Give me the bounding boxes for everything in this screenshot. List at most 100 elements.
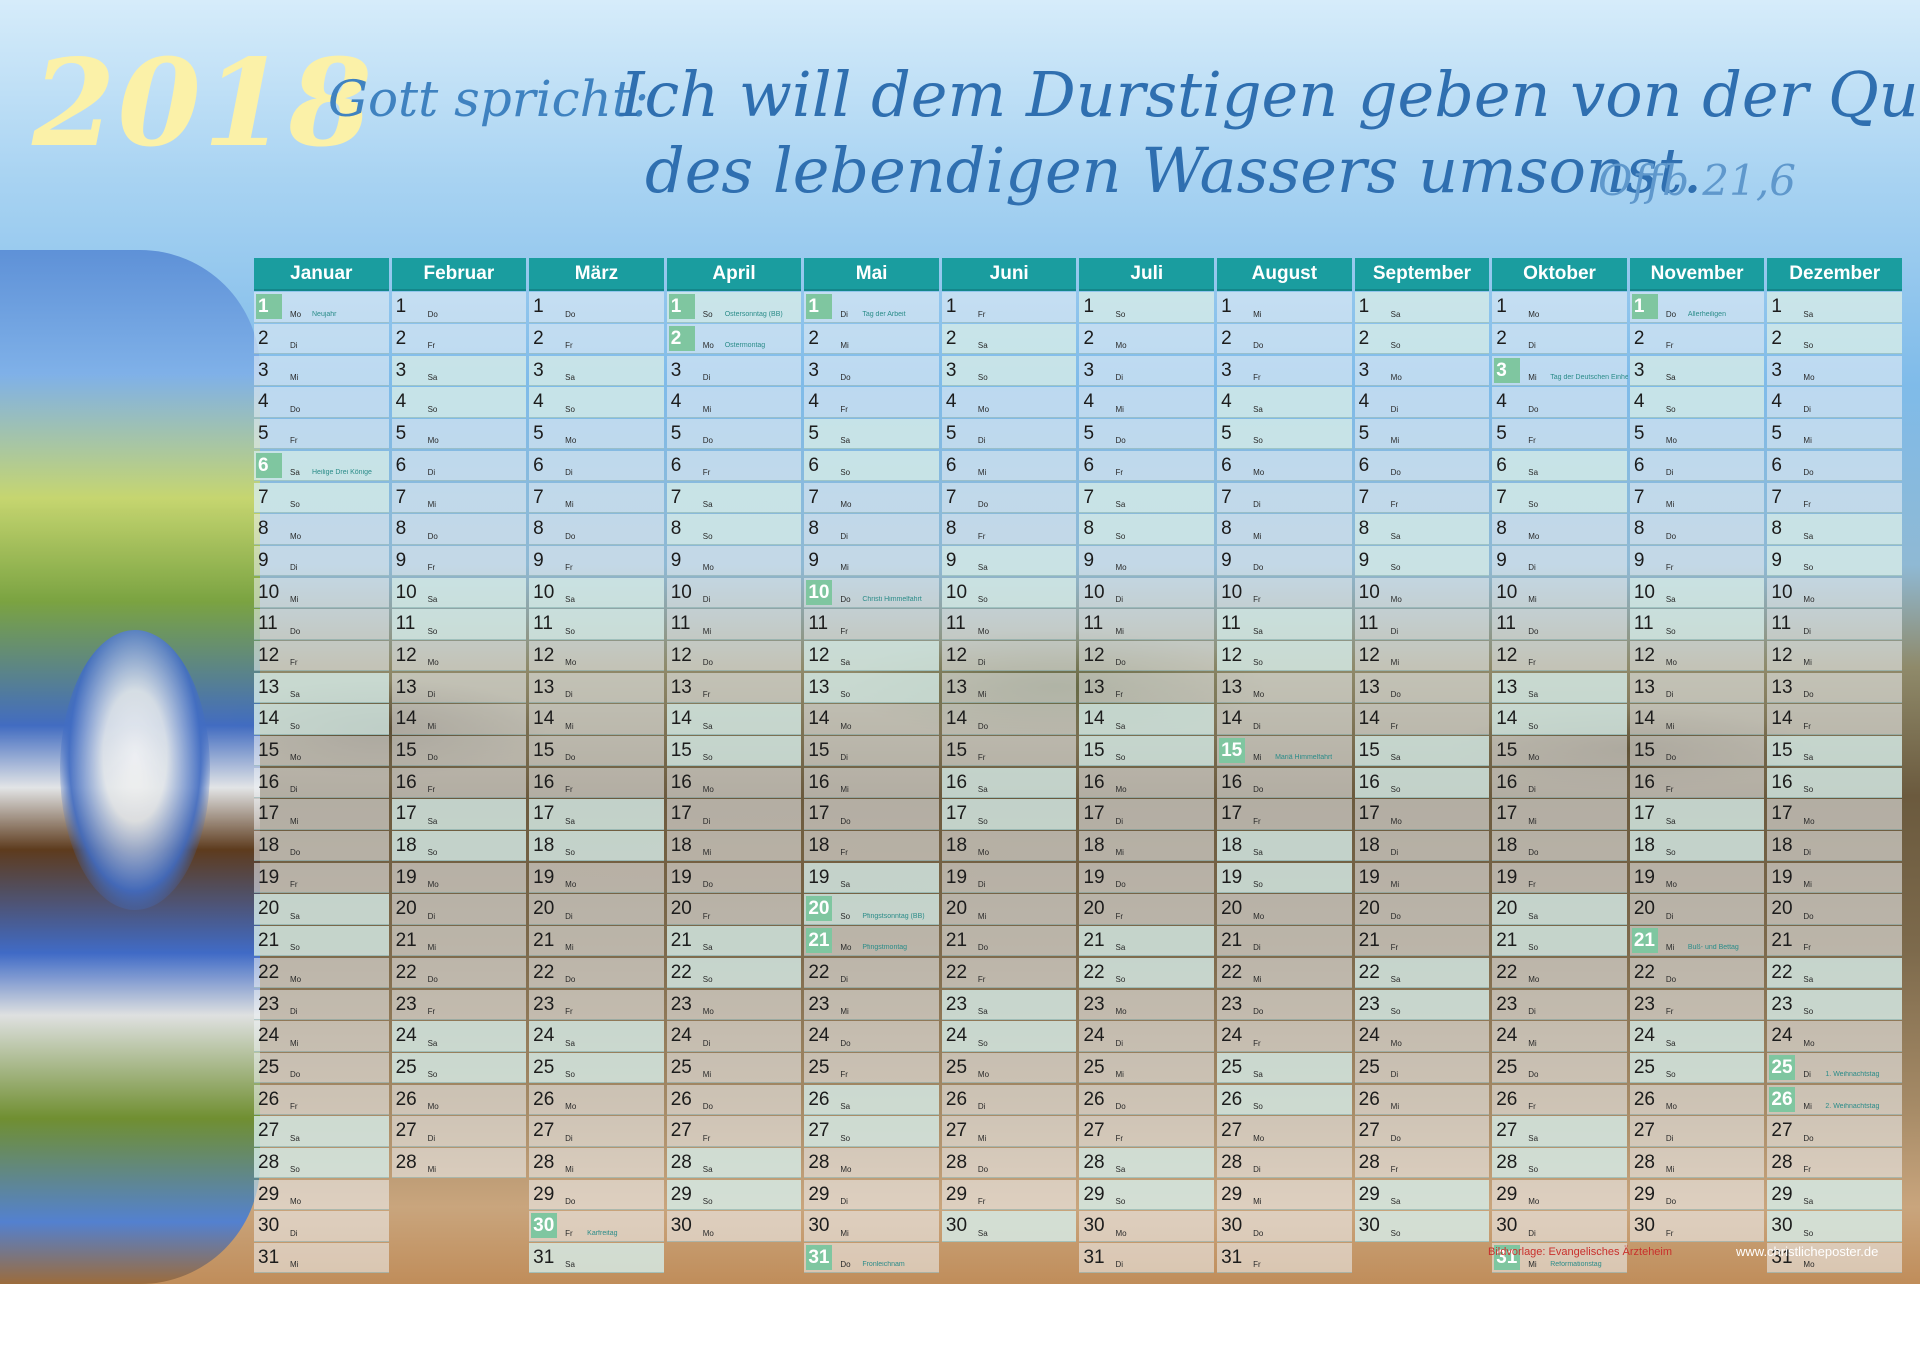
day-number: 15 xyxy=(1771,740,1793,762)
day-number: 5 xyxy=(1771,423,1782,445)
day-cell: 18 So xyxy=(529,831,664,862)
weekday-label: Fr xyxy=(1253,816,1261,826)
weekday-label: Sa xyxy=(290,1133,300,1143)
day-cell: 5 Mo xyxy=(529,419,664,450)
day-number: 8 xyxy=(1771,518,1782,540)
day-cell: 29 Mi xyxy=(1217,1179,1352,1210)
day-cell: 24 Mo xyxy=(1354,1021,1490,1052)
weekday-label: Sa xyxy=(290,911,300,921)
day-number: 18 xyxy=(258,835,280,857)
holiday-label: Christi Himmelfahrt xyxy=(862,595,922,603)
day-number: 12 xyxy=(1221,644,1243,666)
day-cell: 5 Do xyxy=(666,419,802,450)
weekday-label: Di xyxy=(565,689,573,699)
day-cell: 18 Fr xyxy=(804,831,939,862)
month-header: September xyxy=(1354,258,1490,291)
weekday-label: Sa xyxy=(1253,1070,1263,1080)
weekday-label: Fr xyxy=(1390,1165,1399,1175)
day-cell: 12 Mi xyxy=(1354,640,1490,672)
day-number: 19 xyxy=(808,866,830,888)
day-cell: 27 Fr xyxy=(666,1116,802,1147)
weekday-label: Mi xyxy=(1115,404,1124,414)
day-number: 23 xyxy=(1083,993,1105,1015)
weekday-label: Di xyxy=(565,468,573,478)
weekday-label: Di xyxy=(977,1101,986,1111)
day-cell: 8 Do xyxy=(529,514,664,545)
day-cell: 2 So xyxy=(1767,324,1902,355)
day-number: 6 xyxy=(808,454,819,476)
weekday-label: Mi xyxy=(427,943,437,953)
day-number: 20 xyxy=(395,898,417,920)
day-number: 5 xyxy=(1496,423,1507,445)
day-cell: 17 Mo xyxy=(1354,799,1490,830)
day-number: 19 xyxy=(945,866,968,888)
day-cell: 8 Do xyxy=(391,514,527,545)
day-cell: 15 Mo xyxy=(254,736,389,767)
day-cell: 6 Di xyxy=(391,450,527,482)
day-number: 24 xyxy=(1358,1025,1380,1047)
day-cell: 31 Do Fronleichnam xyxy=(804,1243,939,1274)
day-cell: 10 So xyxy=(941,577,1077,608)
day-number: 12 xyxy=(1633,644,1655,666)
day-cell: 20 Do xyxy=(1767,894,1902,925)
weekday-label: Fr xyxy=(702,689,711,699)
day-number: 31 xyxy=(1221,1247,1243,1269)
day-number: 16 xyxy=(808,771,830,793)
day-cell: 31 Sa xyxy=(529,1243,664,1274)
day-cell: 5 Mo xyxy=(391,419,527,450)
day-cell: 12 So xyxy=(1217,640,1352,672)
day-number: 26 xyxy=(945,1088,968,1110)
day-number: 26 xyxy=(1496,1088,1518,1110)
weekday-label: So xyxy=(1115,531,1126,541)
weekday-label: Fr xyxy=(840,626,848,636)
weekday-label: Mo xyxy=(840,721,852,731)
weekday-label: Do xyxy=(1253,785,1264,794)
day-number: 21 xyxy=(1631,928,1658,954)
day-number: 20 xyxy=(1771,898,1793,920)
weekday-label: Mo xyxy=(565,436,577,446)
day-number: 9 xyxy=(1771,549,1782,571)
day-number: 17 xyxy=(258,803,280,825)
day-number: 13 xyxy=(258,676,280,698)
day-number: 6 xyxy=(533,454,544,476)
weekday-label: Do xyxy=(977,1165,989,1175)
weekday-label: Di xyxy=(1115,816,1124,826)
day-number: 18 xyxy=(533,835,555,857)
day-number: 12 xyxy=(945,644,968,666)
weekday-label: Mo xyxy=(565,880,577,890)
weekday-label: So xyxy=(702,531,713,541)
day-number: 4 xyxy=(1358,391,1370,413)
weekday-label: Sa xyxy=(1528,468,1539,478)
weekday-label: Mo xyxy=(1390,1038,1402,1048)
weekday-label: Di xyxy=(1803,404,1811,414)
day-cell: 22 Do xyxy=(1629,957,1765,989)
day-cell: 28 Mi xyxy=(1629,1147,1765,1179)
day-number: 13 xyxy=(1083,676,1105,698)
month-column: Juni 1 Fr 2 Sa 3 So 4 Mo 5 Di 6 Mi 7 Do 8 Fr 9 Sa 10 So 11 Mo 1… xyxy=(941,258,1077,1273)
day-cell: 29 Sa xyxy=(1767,1179,1902,1210)
day-cell: 28 Di xyxy=(1217,1147,1352,1179)
weekday-label: So xyxy=(1528,721,1539,731)
day-number: 15 xyxy=(670,740,692,762)
weekday-label: So xyxy=(290,943,300,953)
weekday-label: Fr xyxy=(1803,499,1811,509)
day-cell: 6 Mo xyxy=(1217,450,1352,482)
weekday-label: So xyxy=(1390,1006,1401,1016)
day-cell: 11 Fr xyxy=(804,609,939,640)
day-number: 15 xyxy=(533,740,555,762)
day-number: 10 xyxy=(1771,581,1793,603)
day-cell: 28 Fr xyxy=(1767,1147,1902,1179)
day-cell: 27 Do xyxy=(1354,1116,1490,1147)
day-cell: 13 Fr xyxy=(666,672,802,703)
day-cell: 22 Do xyxy=(529,957,664,989)
footer-credit: Bildvorlage: Evangelisches Ärzteheim xyxy=(1488,1246,1673,1258)
day-cell: 6 Di xyxy=(1629,450,1765,482)
weekday-label: Di xyxy=(1528,563,1536,573)
weekday-label: Mo xyxy=(427,658,439,668)
day-cell: 22 Mi xyxy=(1217,957,1352,989)
day-number: 3 xyxy=(808,359,819,381)
weekday-label: Di xyxy=(1803,848,1811,858)
day-number: 12 xyxy=(258,644,280,666)
day-number: 16 xyxy=(395,771,417,793)
day-number: 23 xyxy=(670,993,692,1015)
